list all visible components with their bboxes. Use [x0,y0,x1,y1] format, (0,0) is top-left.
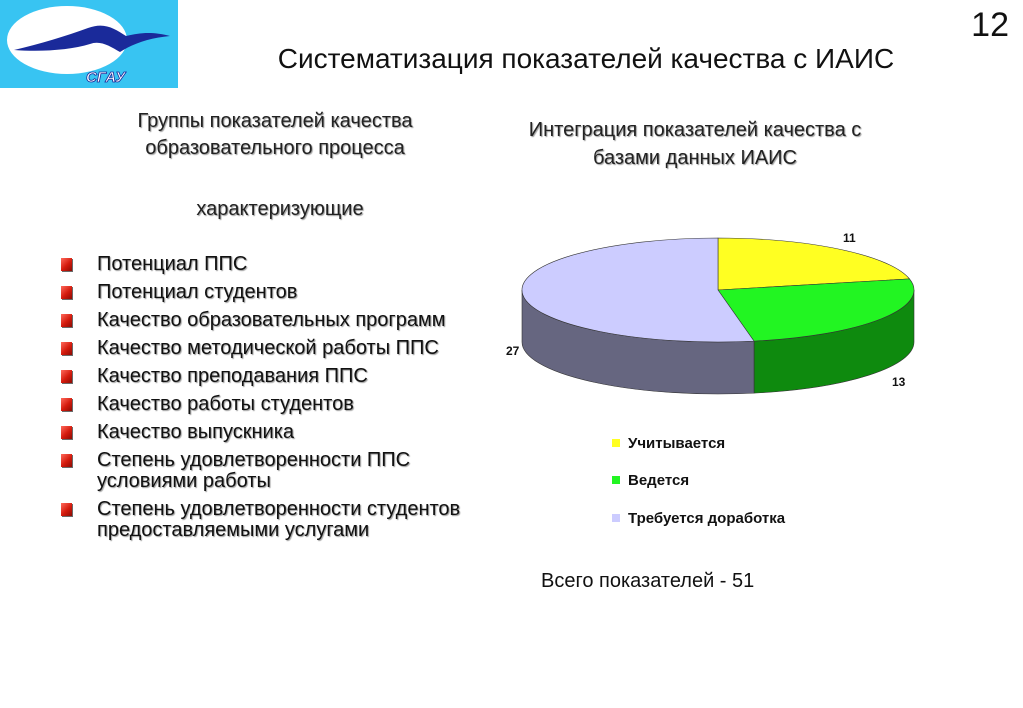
slide-number: 12 [971,6,1009,44]
list-item: Качество работы студентов [58,394,478,415]
list-item: Потенциал студентов [58,282,478,303]
bullet-icon [61,370,72,383]
left-heading-line-1: Группы показателей качества [137,110,413,132]
list-item: Качество методической работы ППС [58,338,478,359]
list-item-label: Потенциал студентов [97,281,298,303]
list-item-label: Потенциал ППС [97,253,248,275]
chart-heading-line-1: Интеграция показателей качества с [528,119,862,141]
pie-slice-0 [717,237,911,291]
legend-swatch-2 [612,514,620,522]
list-item: Качество образовательных программ [58,310,478,331]
left-heading-line-2: образовательного процесса [145,137,405,159]
legend-item-1: Ведется [612,472,689,489]
pie-slice-2 [521,237,755,343]
bullet-icon [61,454,72,467]
legend-swatch-0 [612,439,620,447]
list-item-label: Качество работы студентов [97,393,354,415]
pie-data-label-2: 27 [506,344,520,358]
list-item: Степень удовлетворенности студентов пред… [58,499,478,541]
slide-title: Систематизация показателей качества с ИА… [277,43,895,74]
list-item-label: Качество выпускника [97,421,295,443]
list-item-label: Степень удовлетворенности студентов пред… [97,498,461,541]
left-heading: Группы показателей качества образователь… [90,108,460,162]
legend-label-1: Ведется [628,472,690,489]
bullet-icon [61,286,72,299]
list-item-label: Степень удовлетворенности ППС условиями … [97,449,411,492]
list-item: Качество преподавания ППС [58,366,478,387]
legend-item-2: Требуется доработка [612,510,785,527]
list-item: Степень удовлетворенности ППС условиями … [58,450,478,492]
list-item: Потенциал ППС [58,254,478,275]
pie-data-label-0: 11 [843,231,856,245]
legend-label-0: Учитывается [628,435,726,452]
chart-heading-line-2: базами данных ИАИС [592,147,797,169]
list-item-label: Качество преподавания ППС [97,365,368,387]
bullet-icon [61,503,72,516]
list-item-label: Качество образовательных программ [97,309,446,331]
bullet-icon [61,314,72,327]
list-item-label: Качество методической работы ППС [97,337,439,359]
bullet-icon [61,426,72,439]
sgau-logo: СГАУ [0,0,178,88]
list-item: Качество выпускника [58,422,478,443]
total-indicators-text: Всего показателей - 51 [541,570,755,592]
legend-label-2: Требуется доработка [628,510,786,527]
chart-heading: Интеграция показателей качества с базами… [480,116,910,172]
indicator-group-list: Потенциал ППС Потенциал студентов Качест… [58,254,478,548]
pie-slice-1 [717,278,915,342]
pie-chart: 11 13 27 [506,231,915,395]
legend-item-0: Учитывается [612,435,725,452]
logo-text: СГАУ [86,69,127,86]
pie-data-label-1: 13 [892,375,906,389]
bullet-icon [61,398,72,411]
bullet-icon [61,258,72,271]
legend-swatch-1 [612,476,620,484]
bullet-icon [61,342,72,355]
left-subheading: характеризующие [196,198,364,220]
